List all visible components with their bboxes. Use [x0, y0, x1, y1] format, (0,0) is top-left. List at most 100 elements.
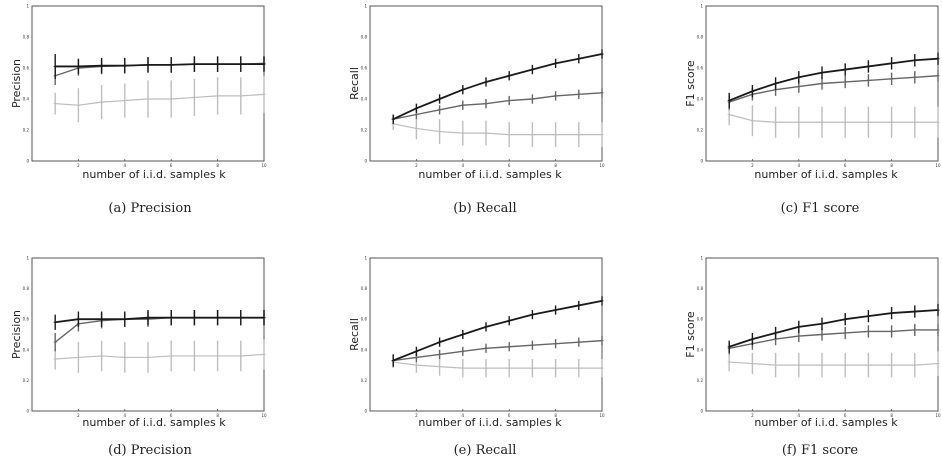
y-axis-label: Precision	[10, 310, 23, 359]
series-line-medium	[393, 339, 603, 362]
x-tick-label: 10	[599, 163, 605, 168]
series-line-light	[55, 93, 265, 106]
x-tick-label: 6	[170, 163, 173, 168]
x-tick-label: 10	[261, 163, 267, 168]
tick-layer: 0 0.2 0.4 0.6 0.8 1 2 4 6 8 10	[23, 256, 267, 419]
panel-caption: (c) F1 score	[781, 201, 860, 216]
y-tick-label: 0.4	[697, 347, 704, 352]
x-tick-label: 2	[415, 413, 418, 418]
x-tick-label: 10	[935, 413, 941, 418]
x-axis-label: number of i.i.d. samples k	[754, 168, 898, 181]
panel-a: 0 0.2 0.4 0.6 0.8 1 2 4 6 8 10 Precision number of…	[10, 4, 267, 217]
x-tick-label: 2	[77, 163, 80, 168]
y-tick-label: 0.2	[361, 378, 368, 383]
y-tick-label: 0	[700, 159, 703, 164]
plot-frame	[369, 5, 603, 162]
series-line-light	[393, 123, 602, 136]
y-tick-label: 0	[364, 159, 367, 164]
x-tick-label: 4	[462, 413, 465, 418]
panel-f: 0 0.2 0.4 0.6 0.8 1 2 4 6 8 10 F1 score number of …	[684, 256, 941, 459]
series-line-light	[729, 361, 939, 366]
panel-caption: (a) Precision	[108, 201, 192, 216]
y-axis-label: F1 score	[684, 311, 697, 358]
series-line-medium	[393, 92, 603, 120]
panel-caption: (d) Precision	[108, 443, 192, 458]
y-tick-label: 0	[700, 409, 703, 414]
x-tick-label: 6	[844, 413, 847, 418]
x-tick-label: 10	[599, 413, 605, 418]
y-tick-label: 1	[26, 256, 29, 261]
x-tick-label: 8	[554, 413, 557, 418]
tick-layer: 0 0.2 0.4 0.6 0.8 1 2 4 6 8 10	[23, 4, 267, 169]
x-tick-label: 4	[798, 163, 801, 168]
series-line-dark	[728, 309, 939, 348]
x-tick-label: 10	[935, 163, 941, 168]
series-line-dark	[392, 53, 603, 120]
plot-frame	[369, 257, 603, 412]
y-tick-label: 0.8	[23, 286, 30, 291]
series-line-light	[729, 113, 938, 123]
y-axis-label: F1 score	[684, 60, 697, 107]
y-tick-label: 0.4	[697, 97, 704, 102]
x-tick-label: 2	[751, 163, 754, 168]
x-tick-label: 8	[216, 413, 219, 418]
y-tick-label: 0	[26, 159, 29, 164]
x-tick-label: 8	[216, 163, 219, 168]
series-line-medium	[728, 75, 939, 103]
y-tick-label: 1	[26, 4, 29, 9]
panel-e: 0 0.2 0.4 0.6 0.8 1 2 4 6 8 10 Recall number of i.…	[348, 256, 605, 459]
y-tick-label: 0.6	[361, 317, 368, 322]
y-tick-label: 0.8	[361, 286, 368, 291]
y-tick-label: 0.4	[23, 97, 30, 102]
x-tick-label: 8	[890, 413, 893, 418]
series-line-light	[55, 353, 265, 360]
y-tick-label: 0	[26, 409, 29, 414]
mark-layer	[727, 52, 940, 138]
x-tick-label: 4	[462, 163, 465, 168]
x-tick-label: 2	[415, 163, 418, 168]
x-tick-label: 4	[798, 413, 801, 418]
y-tick-label: 0.4	[361, 347, 368, 352]
panel-b: 0 0.2 0.4 0.6 0.8 1 2 4 6 8 10 Recall number of i.…	[348, 4, 605, 217]
panel-d: 0 0.2 0.4 0.6 0.8 1 2 4 6 8 10 Precision number of…	[10, 256, 267, 459]
y-tick-label: 0.8	[697, 286, 704, 291]
y-tick-label: 0.2	[361, 128, 368, 133]
panel-caption: (e) Recall	[454, 443, 517, 458]
y-tick-label: 0.8	[23, 35, 30, 40]
x-tick-label: 6	[508, 163, 511, 168]
mark-layer	[391, 296, 604, 378]
x-tick-label: 8	[554, 163, 557, 168]
y-tick-label: 0.2	[697, 378, 704, 383]
series-line-medium	[729, 329, 938, 349]
x-axis-label: number of i.i.d. samples k	[754, 416, 898, 429]
series-line-dark	[55, 316, 264, 324]
y-tick-label: 0	[364, 409, 367, 414]
x-tick-label: 6	[508, 413, 511, 418]
y-axis-label: Recall	[348, 318, 361, 351]
x-tick-label: 6	[844, 163, 847, 168]
y-tick-label: 1	[364, 4, 367, 9]
x-axis-label: number of i.i.d. samples k	[418, 168, 562, 181]
y-tick-label: 0.2	[23, 378, 30, 383]
y-tick-label: 0.8	[361, 35, 368, 40]
x-axis-label: number of i.i.d. samples k	[418, 416, 562, 429]
x-axis-label: number of i.i.d. samples k	[82, 416, 226, 429]
x-tick-label: 2	[751, 413, 754, 418]
y-axis-label: Precision	[10, 59, 23, 108]
y-tick-label: 0.6	[23, 317, 30, 322]
tick-layer: 0 0.2 0.4 0.6 0.8 1 2 4 6 8 10	[697, 256, 941, 419]
x-tick-label: 8	[890, 163, 893, 168]
series-line-dark	[392, 299, 603, 362]
y-tick-label: 0.6	[361, 66, 368, 71]
y-tick-label: 0.4	[23, 347, 30, 352]
panel-caption: (f) F1 score	[782, 443, 859, 458]
x-tick-label: 4	[124, 413, 127, 418]
y-tick-label: 0.4	[361, 97, 368, 102]
series-line-dark	[728, 57, 939, 102]
x-tick-label: 4	[124, 163, 127, 168]
y-tick-label: 0.6	[23, 66, 30, 71]
mark-layer	[727, 303, 940, 378]
series-line-light	[393, 361, 602, 369]
plot-frame	[31, 257, 265, 412]
